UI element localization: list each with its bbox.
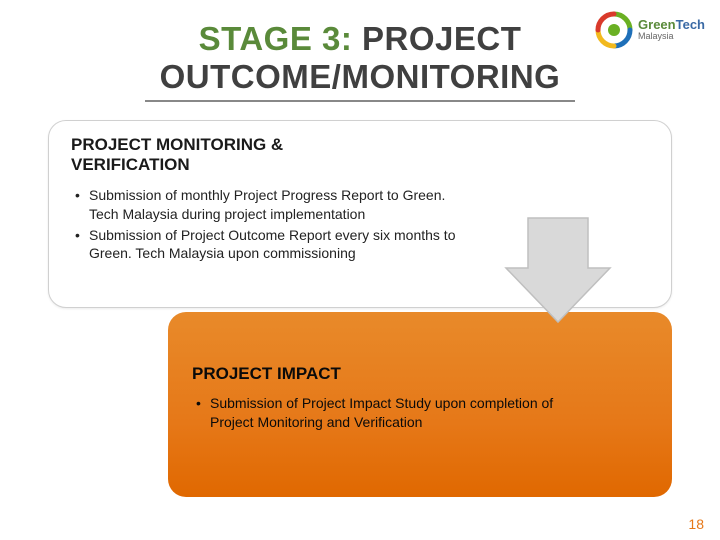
title-underline [145, 100, 575, 102]
title-rest-1: PROJECT [362, 20, 521, 57]
logo-tech: Tech [676, 17, 705, 32]
arrow-shape [506, 218, 610, 322]
logo-swirl-icon [594, 10, 634, 50]
title-accent: STAGE 3: [199, 20, 362, 57]
card1-title-l1: PROJECT MONITORING & [71, 135, 283, 154]
greentech-logo: GreenTech Malaysia [594, 10, 705, 50]
card1-bullet: Submission of monthly Project Progress R… [75, 186, 475, 224]
down-arrow-icon [498, 210, 618, 330]
card2-title: PROJECT IMPACT [192, 364, 648, 384]
title-rest-2: OUTCOME/MONITORING [160, 58, 561, 95]
card1-title-l2: VERIFICATION [71, 155, 190, 174]
card1-bullet: Submission of Project Outcome Report eve… [75, 226, 475, 264]
card1-title: PROJECT MONITORING & VERIFICATION [71, 135, 649, 176]
logo-sub: Malaysia [638, 32, 705, 41]
card-project-impact: PROJECT IMPACT Submission of Project Imp… [168, 312, 672, 497]
card2-bullet: Submission of Project Impact Study upon … [196, 394, 576, 432]
page-number: 18 [688, 516, 704, 532]
card2-bullet-list: Submission of Project Impact Study upon … [192, 394, 648, 432]
logo-text: GreenTech Malaysia [638, 18, 705, 41]
